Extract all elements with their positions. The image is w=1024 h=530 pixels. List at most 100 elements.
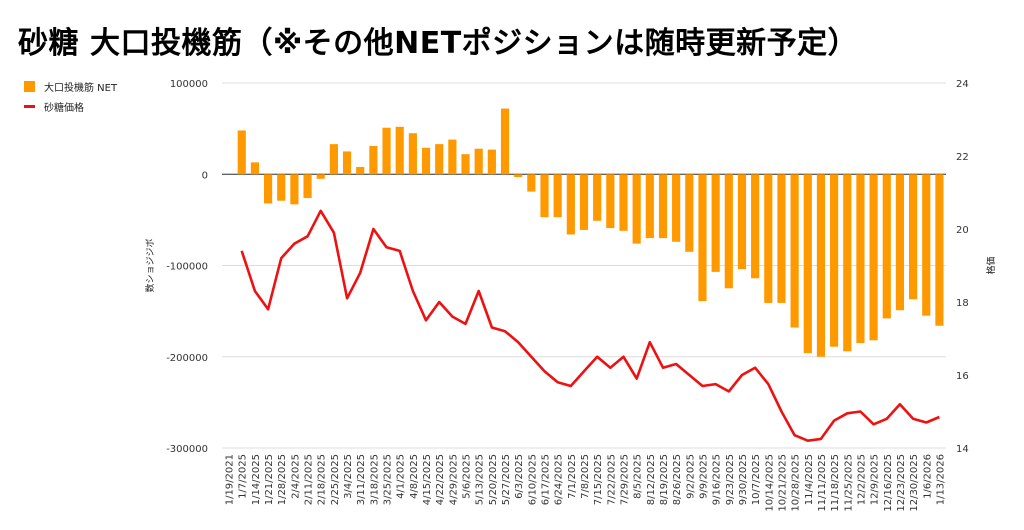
net-bar [790,174,799,328]
x-tick-label: 2/25/2025 [330,454,341,505]
net-bar [737,174,747,270]
x-tick-label: 6/24/2025 [554,454,565,505]
x-tick-label: 11/25/2025 [843,454,854,512]
x-tick-label: 11/11/2025 [817,454,828,512]
x-tick-label: 11/4/2025 [804,454,815,505]
x-tick-label: 4/8/2025 [409,454,420,499]
x-tick-label: 7/1/2025 [567,454,578,499]
net-bar [658,174,668,239]
net-bar [500,108,510,175]
net-bar [435,144,444,175]
net-bar [329,144,338,175]
net-bar [514,174,523,177]
x-tick-label: 3/11/2025 [356,454,367,505]
legend-swatch-price [24,104,35,108]
x-tick-label: 4/15/2025 [422,454,433,505]
right-tick-label: 18 [956,298,969,309]
net-bar [395,126,404,175]
net-bar [593,174,602,221]
x-tick-label: 10/28/2025 [791,454,802,512]
net-bar [922,174,931,316]
x-tick-label: 1/14/2025 [251,454,262,505]
x-tick-label: 8/26/2025 [672,454,683,505]
net-bar [237,130,246,175]
net-bar [421,147,431,175]
x-tick-label: 5/27/2025 [501,454,512,505]
net-bar [830,174,839,347]
right-tick-label: 24 [956,79,969,90]
net-bar [803,174,812,354]
x-tick-label: 12/9/2025 [870,454,881,505]
x-tick-label: 12/23/2025 [896,454,907,512]
net-bar [751,174,760,279]
net-bar [843,174,852,352]
x-tick-label: 8/12/2025 [646,454,657,505]
net-bar [856,174,865,344]
net-bar [263,174,273,204]
x-tick-label: 7/29/2025 [619,454,630,505]
net-bar [935,174,944,326]
right-tick-label: 16 [956,371,969,382]
x-tick-label: 4/29/2025 [448,454,459,505]
legend-label-price: 砂糖価格 [44,102,84,114]
x-tick-label: 1/19/2021 [225,454,236,505]
left-axis-title: 数ショジジボ [144,238,156,292]
x-tick-label: 9/9/2025 [698,454,709,499]
left-tick-label: -300000 [166,444,208,455]
net-bar [606,174,615,229]
x-tick-label: 3/4/2025 [343,454,354,499]
x-tick-label: 1/28/2025 [277,454,288,505]
x-tick-label: 12/30/2025 [909,454,920,512]
net-bar [303,174,312,198]
left-axis-ticks: 100000 0 -100000 -200000 -300000 [166,79,208,455]
x-tick-label: 9/23/2025 [725,454,736,505]
net-bar [672,174,681,242]
legend-item-net: 大口投機筋 NET [24,76,117,96]
chart-title: 砂糖 大口投機筋（※その他NETポジションは随時更新予定） [18,26,859,61]
x-tick-label: 7/8/2025 [580,454,591,499]
x-tick-label: 11/18/2025 [830,454,841,512]
net-bar [882,174,891,319]
x-tick-label: 10/7/2025 [751,454,762,505]
x-tick-label: 9/16/2025 [712,454,723,505]
net-bar [764,174,773,303]
left-tick-label: -200000 [166,353,208,364]
net-bar [869,174,878,341]
x-tick-label: 1/6/2026 [922,454,933,499]
net-bar [448,139,457,175]
legend-item-price: 砂糖価格 [24,96,117,116]
x-tick-label: 12/16/2025 [883,454,894,512]
net-bar [566,174,575,235]
bar-series [237,108,944,357]
net-bar [698,174,707,302]
x-tick-label: 6/3/2025 [514,454,525,499]
x-tick-label: 7/22/2025 [606,454,617,505]
x-tick-label: 7/15/2025 [593,454,604,505]
x-tick-label: 8/5/2025 [633,454,644,499]
x-tick-label: 1/7/2025 [238,454,249,499]
net-bar [540,174,549,218]
x-tick-label: 12/2/2025 [856,454,867,505]
legend-swatch-net [24,80,35,92]
x-tick-label: 5/20/2025 [488,454,499,505]
chart-legend: 大口投機筋 NET 砂糖価格 [24,76,117,116]
x-tick-label: 6/17/2025 [541,454,552,505]
left-tick-label: -100000 [166,262,208,273]
net-bar [277,174,286,201]
price-line [240,209,940,443]
net-bar [816,174,826,357]
x-tick-label: 9/2/2025 [685,454,696,499]
net-bar [474,148,483,175]
net-bar [527,174,536,192]
x-tick-label: 1/13/2026 [935,454,946,505]
x-tick-label: 6/10/2025 [527,454,538,505]
x-tick-label: 2/4/2025 [290,454,301,499]
x-tick-label: 1/21/2025 [264,454,275,505]
net-bar [724,174,733,289]
net-bar [290,174,299,205]
x-tick-label: 8/19/2025 [659,454,670,505]
right-axis-title: 格価 [985,256,997,274]
x-tick-label: 4/22/2025 [435,454,446,505]
net-bar [711,174,720,272]
net-bar [369,145,378,175]
